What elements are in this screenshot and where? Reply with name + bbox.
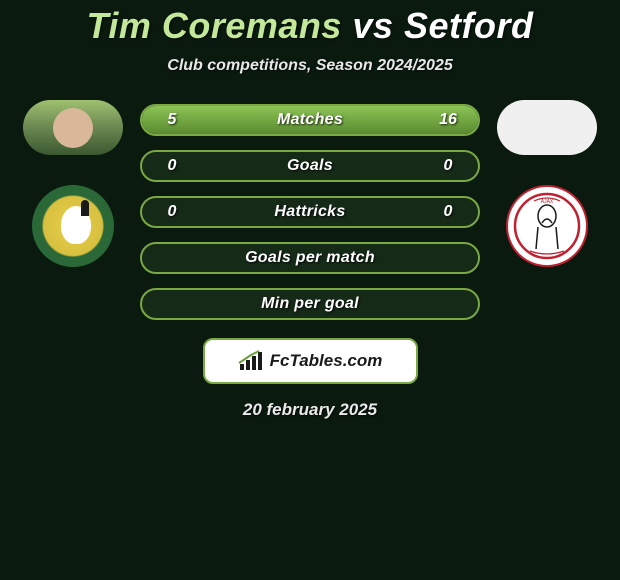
stat-bars: 5Matches160Goals00Hattricks0Goals per ma… [140, 104, 480, 320]
player1-name: Tim Coremans [87, 5, 342, 46]
stat-bar: 0Hattricks0 [140, 196, 480, 228]
stat-bar: Min per goal [140, 288, 480, 320]
content-row: 5Matches160Goals00Hattricks0Goals per ma… [0, 100, 620, 320]
ajax-logo-icon: AJAX [512, 191, 582, 261]
stat-label: Min per goal [142, 295, 478, 313]
brand-box[interactable]: FcTables.com [203, 338, 418, 384]
stat-label: Goals [142, 157, 478, 175]
left-column [18, 100, 128, 267]
player2-club-badge: AJAX [506, 185, 588, 267]
stat-label: Hattricks [142, 203, 478, 221]
player2-photo [497, 100, 597, 155]
vs-text: vs [352, 5, 393, 46]
brand-label: FcTables.com [270, 351, 383, 371]
player1-club-badge [32, 185, 114, 267]
stat-right-value: 0 [434, 203, 462, 221]
svg-text:AJAX: AJAX [541, 199, 554, 205]
player2-name: Setford [404, 5, 534, 46]
comparison-card: Tim Coremans vs Setford Club competition… [0, 0, 620, 420]
stat-label: Matches [142, 111, 478, 129]
right-column: AJAX [492, 100, 602, 267]
stat-bar: 0Goals0 [140, 150, 480, 182]
chart-icon [238, 350, 264, 372]
stat-right-value: 0 [434, 157, 462, 175]
stat-label: Goals per match [142, 249, 478, 267]
stat-bar: 5Matches16 [140, 104, 480, 136]
stat-right-value: 16 [434, 111, 462, 129]
page-title: Tim Coremans vs Setford [0, 5, 620, 47]
player1-photo [23, 100, 123, 155]
date-label: 20 february 2025 [0, 400, 620, 420]
stat-bar: Goals per match [140, 242, 480, 274]
subtitle: Club competitions, Season 2024/2025 [0, 57, 620, 75]
